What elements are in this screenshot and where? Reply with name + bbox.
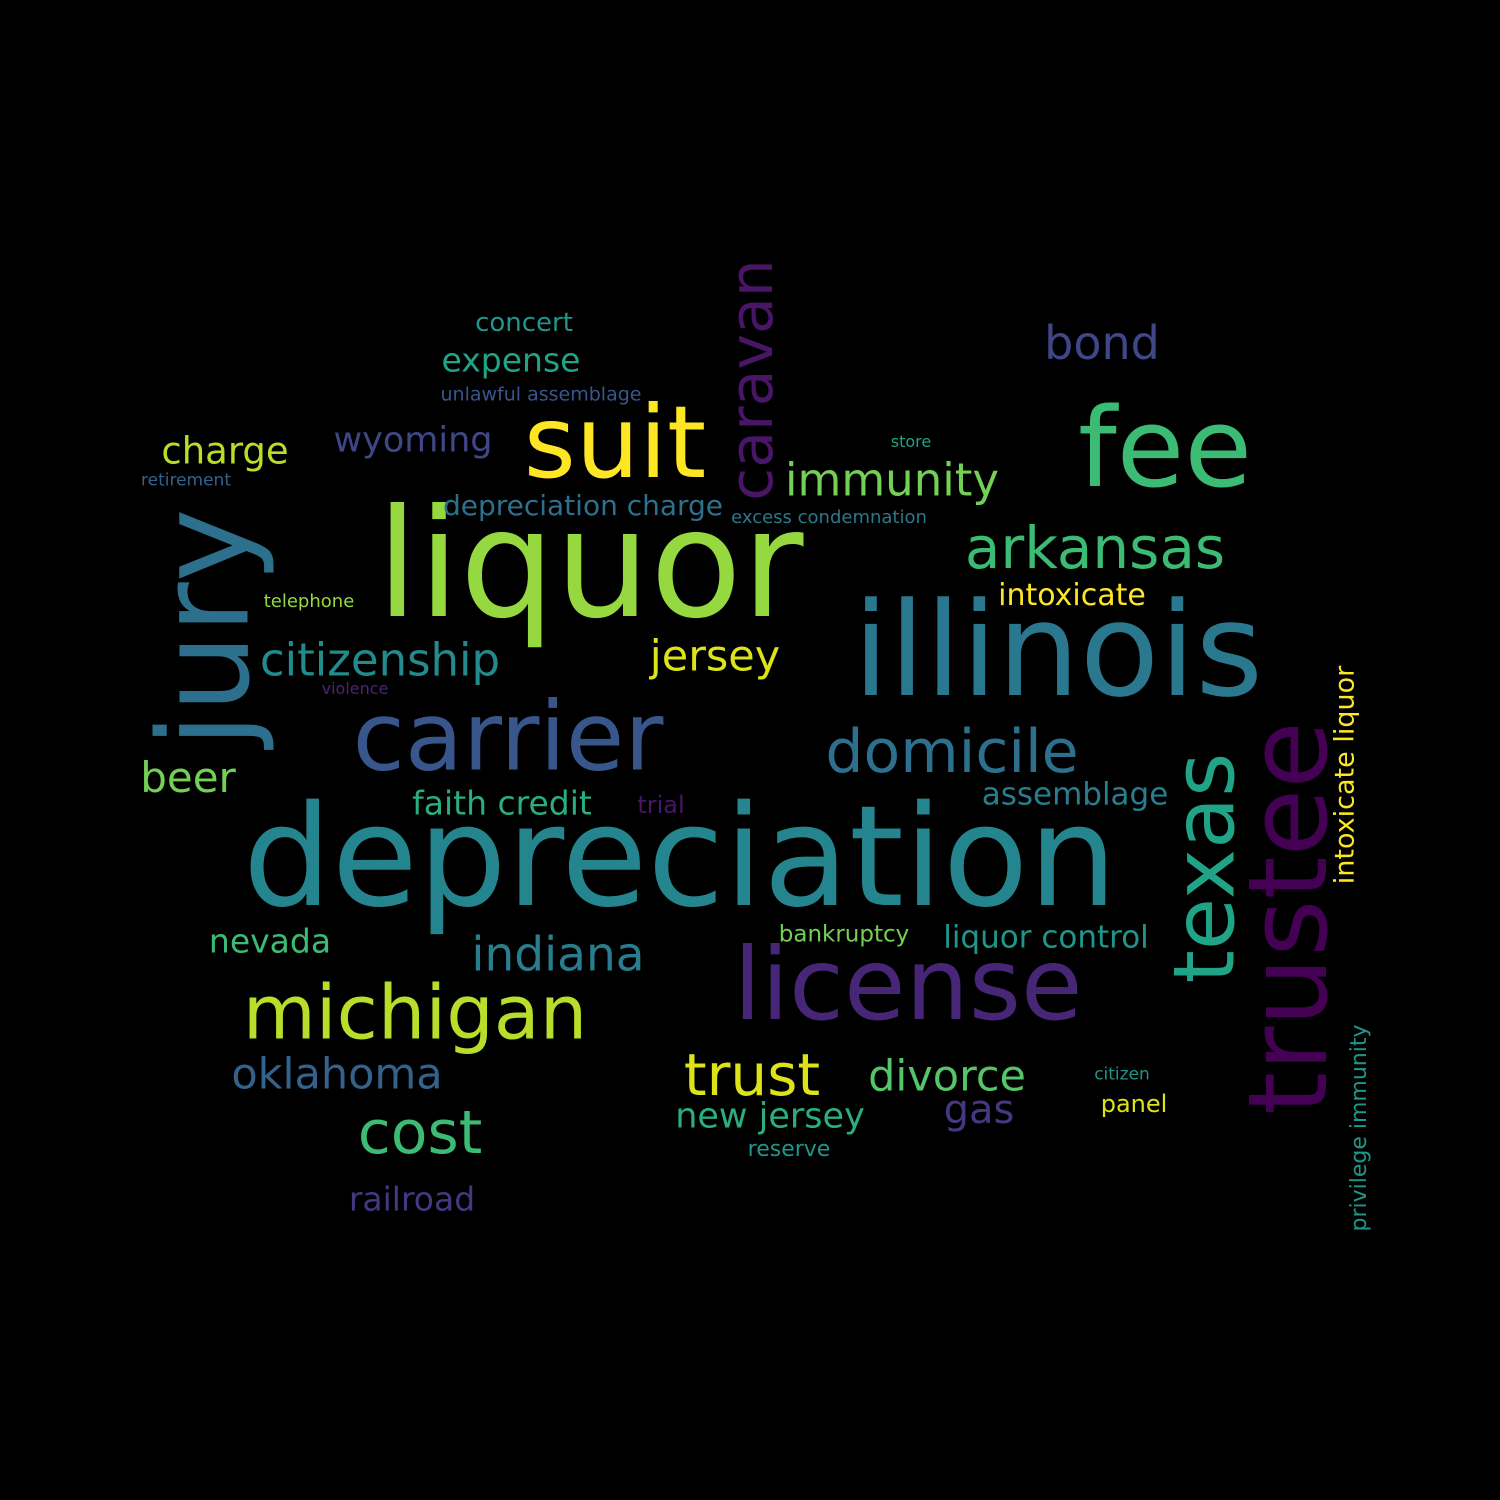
word-liquor: liquor bbox=[376, 478, 804, 652]
word-divorce: divorce bbox=[868, 1051, 1026, 1102]
word-oklahoma: oklahoma bbox=[231, 1049, 443, 1100]
word-faith-credit: faith credit bbox=[412, 783, 592, 823]
word-liquor-control: liquor control bbox=[943, 919, 1149, 956]
word-panel: panel bbox=[1100, 1090, 1168, 1118]
word-intoxicate-liquor: intoxicate liquor bbox=[1329, 665, 1361, 885]
word-carrier: carrier bbox=[352, 682, 664, 793]
word-concert: concert bbox=[475, 308, 573, 338]
word-caravan: caravan bbox=[717, 259, 787, 501]
word-trust: trust bbox=[683, 1041, 821, 1109]
word-railroad: railroad bbox=[348, 1179, 476, 1219]
word-retirement: retirement bbox=[141, 470, 231, 491]
word-intoxicate: intoxicate bbox=[998, 578, 1146, 613]
word-reserve: reserve bbox=[747, 1137, 831, 1162]
word-bankruptcy: bankruptcy bbox=[778, 921, 910, 948]
word-beer: beer bbox=[140, 753, 236, 802]
word-excess-condemnation: excess condemnation bbox=[731, 507, 927, 528]
word-telephone: telephone bbox=[263, 591, 355, 612]
word-trial: trial bbox=[637, 791, 685, 819]
word-immunity: immunity bbox=[785, 453, 999, 507]
word-citizenship: citizenship bbox=[259, 633, 501, 687]
word-violence: violence bbox=[321, 679, 389, 698]
word-bond: bond bbox=[1044, 316, 1160, 370]
word-michigan: michigan bbox=[242, 968, 588, 1057]
word-illinois: illinois bbox=[852, 574, 1264, 726]
word-arkansas: arkansas bbox=[964, 514, 1226, 582]
word-domicile: domicile bbox=[825, 717, 1079, 787]
word-depreciation: depreciation bbox=[242, 776, 1118, 939]
word-store: store bbox=[890, 432, 932, 451]
word-depreciation-charge: depreciation charge bbox=[442, 489, 724, 522]
word-citizen: citizen bbox=[1094, 1064, 1150, 1085]
word-fee: fee bbox=[1077, 384, 1253, 512]
word-nevada: nevada bbox=[208, 921, 332, 961]
word-license: license bbox=[733, 926, 1083, 1043]
word-new-jersey: new jersey bbox=[675, 1096, 865, 1137]
word-suit: suit bbox=[523, 384, 707, 501]
word-jersey: jersey bbox=[649, 631, 781, 682]
word-cost: cost bbox=[357, 1098, 483, 1168]
word-texas: texas bbox=[1155, 752, 1255, 984]
word-indiana: indiana bbox=[471, 927, 645, 983]
word-jury: jury bbox=[132, 508, 278, 748]
word-assemblage: assemblage bbox=[981, 776, 1169, 813]
word-gas: gas bbox=[943, 1087, 1015, 1133]
word-privilege-immunity: privilege immunity bbox=[1347, 1024, 1372, 1232]
word-wyoming: wyoming bbox=[333, 420, 493, 461]
word-charge: charge bbox=[161, 429, 289, 473]
word-expense: expense bbox=[441, 340, 581, 380]
word-unlawful-assemblage: unlawful assemblage bbox=[440, 383, 642, 406]
